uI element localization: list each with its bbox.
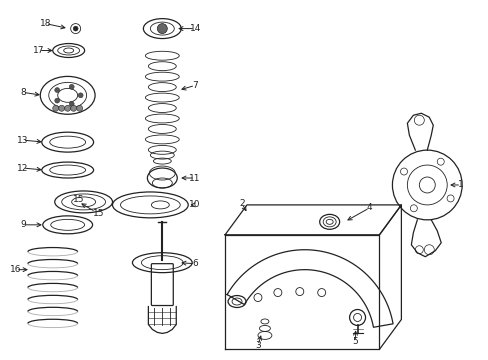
Circle shape <box>77 105 82 111</box>
Circle shape <box>55 87 60 93</box>
Circle shape <box>69 102 74 106</box>
Text: 9: 9 <box>20 220 26 229</box>
Text: 5: 5 <box>352 337 358 346</box>
Text: 1: 1 <box>457 180 463 189</box>
Circle shape <box>69 84 74 89</box>
Text: 8: 8 <box>20 88 26 97</box>
Text: 13: 13 <box>17 136 29 145</box>
Text: 15: 15 <box>73 195 84 204</box>
Text: 16: 16 <box>10 265 21 274</box>
Text: 3: 3 <box>255 341 260 350</box>
Circle shape <box>78 93 83 98</box>
Text: 6: 6 <box>192 259 198 268</box>
Circle shape <box>53 105 59 111</box>
Circle shape <box>59 105 64 111</box>
Text: 17: 17 <box>33 46 44 55</box>
Text: 12: 12 <box>17 163 28 172</box>
Circle shape <box>73 26 78 31</box>
Text: 4: 4 <box>366 203 371 212</box>
Circle shape <box>157 24 167 33</box>
Text: 18: 18 <box>40 19 51 28</box>
Circle shape <box>71 105 77 111</box>
Text: 14: 14 <box>189 24 201 33</box>
Text: 15: 15 <box>93 210 104 219</box>
Text: 11: 11 <box>189 174 201 183</box>
Circle shape <box>55 98 60 103</box>
Text: 2: 2 <box>239 199 244 208</box>
Circle shape <box>64 105 71 111</box>
Text: 7: 7 <box>192 81 198 90</box>
Text: 10: 10 <box>189 201 201 210</box>
